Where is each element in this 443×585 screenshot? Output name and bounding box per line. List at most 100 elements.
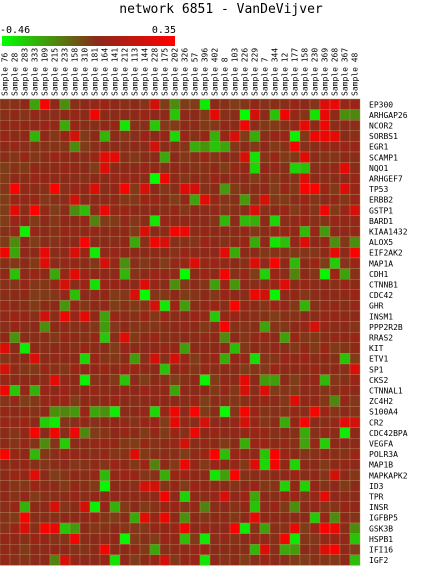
heatmap-cell [319,109,331,121]
heatmap-cell [219,172,231,184]
heatmap-cell [279,151,291,163]
column-label: Sample 326 [181,48,190,96]
heatmap-cell [9,385,21,397]
heatmap-cell [109,162,121,174]
heatmap-cell [229,459,241,471]
heatmap-cell [39,544,51,556]
heatmap-cell [129,194,141,206]
heatmap-cell [9,522,21,534]
heatmap-cell [109,374,121,386]
heatmap-cell [19,416,31,428]
heatmap-cell [299,183,311,195]
heatmap-cell [279,236,291,248]
heatmap-cell [79,321,91,333]
heatmap-cell [9,342,21,354]
heatmap-cell [29,385,41,397]
heatmap-cell [299,310,311,322]
heatmap-cell [99,119,111,131]
heatmap-cell [189,342,201,354]
heatmap-cell [189,385,201,397]
heatmap-cell [199,162,211,174]
heatmap-cell [289,374,301,386]
heatmap-cell [139,247,151,259]
heatmap-cell [159,342,171,354]
heatmap-cell [329,257,341,269]
heatmap-cell [229,512,241,524]
heatmap-cell [49,438,61,450]
heatmap-cell [119,183,131,195]
heatmap-cell [109,395,121,407]
heatmap-cell [89,225,101,237]
heatmap-cell [329,363,341,375]
heatmap-cell [149,279,161,291]
heatmap-cell [109,533,121,545]
heatmap-cell [59,279,71,291]
heatmap-cell [199,268,211,280]
heatmap-cell [299,554,311,566]
heatmap-cell [309,459,321,471]
heatmap-cell [49,151,61,163]
heatmap-cell [279,554,291,566]
heatmap-cell [199,194,211,206]
heatmap-cell [269,427,281,439]
row-label: EIF2AK2 [369,249,403,258]
heatmap-cell [99,374,111,386]
heatmap-cell [9,416,21,428]
heatmap-cell [209,469,221,481]
heatmap-cell [309,130,321,142]
heatmap-cell [109,427,121,439]
heatmap-cell [349,151,361,163]
heatmap-cell [289,236,301,248]
heatmap-cell [119,374,131,386]
heatmap-cell [319,491,331,503]
scale-max-label: 0.35 [152,25,176,36]
heatmap-cell [159,385,171,397]
heatmap-cell [69,554,81,566]
heatmap-cell [129,363,141,375]
heatmap-cell [199,310,211,322]
heatmap-cell [289,427,301,439]
heatmap-cell [289,257,301,269]
heatmap-cell [109,289,121,301]
heatmap-cell [299,406,311,418]
heatmap-cell [219,257,231,269]
heatmap-cell [149,342,161,354]
heatmap-cell [129,151,141,163]
heatmap-cell [249,172,261,184]
heatmap-cell [239,469,251,481]
heatmap-cell [69,310,81,322]
heatmap-cell [149,491,161,503]
heatmap-cell [219,395,231,407]
heatmap-cell [39,480,51,492]
heatmap-cell [109,151,121,163]
heatmap-cell [169,427,181,439]
heatmap-cell [219,459,231,471]
heatmap-cell [189,533,201,545]
heatmap-cell [319,289,331,301]
heatmap-cell [69,194,81,206]
heatmap-cell [69,416,81,428]
heatmap-cell [289,438,301,450]
heatmap-cell [219,119,231,131]
heatmap-cell [19,469,31,481]
heatmap-cell [39,459,51,471]
heatmap-cell [259,554,271,566]
heatmap-cell [89,480,101,492]
heatmap-cell [139,416,151,428]
heatmap-cell [179,321,191,333]
heatmap-cell [149,215,161,227]
heatmap-cell [279,109,291,121]
heatmap-cell [139,225,151,237]
heatmap-cell [69,448,81,460]
heatmap-cell [309,310,321,322]
heatmap-cell [39,427,51,439]
heatmap-cell [39,469,51,481]
heatmap-cell [29,162,41,174]
heatmap-cell [69,385,81,397]
heatmap-cell [109,98,121,110]
heatmap-cell [59,268,71,280]
heatmap-cell [19,501,31,513]
heatmap-cell [39,289,51,301]
heatmap-cell [119,194,131,206]
heatmap-cell [279,289,291,301]
